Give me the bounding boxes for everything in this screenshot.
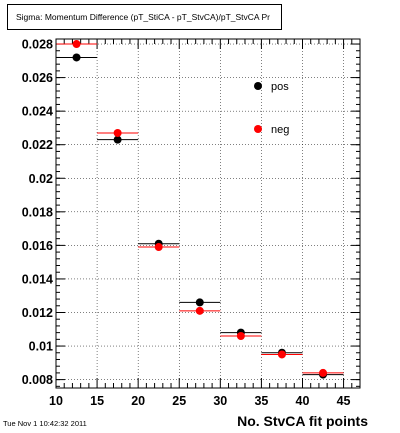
x-tick-label: 15 [90,394,104,408]
y-tick-label: 0.014 [22,272,53,286]
data-point-neg [195,306,204,315]
series-neg [56,40,344,377]
x-tick-label: 35 [254,394,268,408]
y-tick-label: 0.02 [29,172,53,186]
y-tick-label: 0.028 [22,38,53,52]
data-point-neg [113,128,122,137]
series-pos [56,53,344,379]
legend-label-neg: neg [271,124,289,136]
legend-label-pos: pos [271,81,289,93]
legend-marker-pos [254,82,262,90]
data-marks [56,40,344,379]
y-tick-label: 0.016 [22,239,53,253]
x-tick-label: 10 [49,394,63,408]
y-tick-label: 0.026 [22,71,53,85]
data-point-pos [113,135,122,144]
y-tick-label: 0.008 [22,373,53,387]
data-point-neg [154,243,163,252]
x-tick-label: 45 [337,394,351,408]
data-point-pos [195,298,204,307]
plot-frame [55,38,361,389]
x-tick-label: 20 [131,394,145,408]
data-point-neg [72,40,81,49]
title-box: Sigma: Momentum Difference (pT_StiCA - p… [7,4,282,30]
x-axis-label: No. StvCA fit points [237,413,368,429]
data-point-neg [236,331,245,340]
x-tick-label: 25 [172,394,186,408]
y-tick-label: 0.022 [22,138,53,152]
x-tick-labels: 10 15 20 25 30 35 40 45 [49,394,351,408]
grid [55,39,360,388]
data-point-neg [277,350,286,359]
y-tick-label: 0.012 [22,306,53,320]
legend-marker-neg [254,125,262,133]
legend: pos neg [254,81,289,136]
y-tick-label: 0.01 [29,340,53,354]
axis-ticks [55,39,360,388]
chart-title: Sigma: Momentum Difference (pT_StiCA - p… [16,12,270,22]
y-tick-labels: 0.008 0.01 0.012 0.014 0.016 0.018 0.02 0.022 0.… [22,38,53,388]
data-point-neg [319,368,328,377]
x-tick-label: 30 [213,394,227,408]
timestamp: Tue Nov 1 10:42:32 2011 [3,419,87,428]
data-point-pos [72,53,81,62]
x-tick-label: 40 [296,394,310,408]
y-tick-label: 0.018 [22,205,53,219]
y-tick-label: 0.024 [22,105,53,119]
